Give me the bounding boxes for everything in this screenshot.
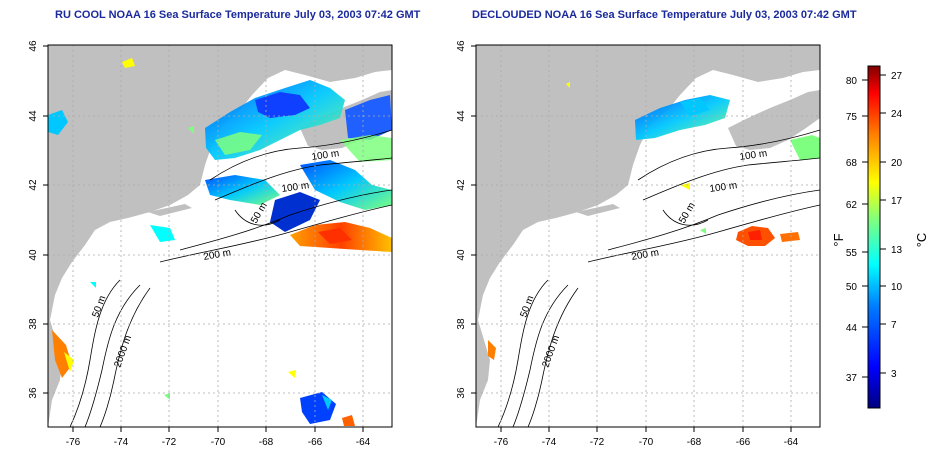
right-long-island <box>576 204 620 216</box>
colorbar-c-tick: 13 <box>891 245 903 256</box>
colorbar-ticks <box>862 74 886 378</box>
right-x-tick-label: -66 <box>736 437 751 448</box>
left-contour-label: 200 m <box>203 247 232 263</box>
left-frame <box>47 44 393 428</box>
colorbar-c-tick: 17 <box>891 196 903 207</box>
left-map: 100 m 100 m 50 m 200 m 50 m 2000 m -76 -… <box>28 40 393 448</box>
right-x-tick-label: -64 <box>784 437 799 448</box>
right-nova-scotia <box>728 90 820 150</box>
right-contours <box>497 129 820 427</box>
right-contour-label: 100 m <box>709 180 738 195</box>
colorbar-f-tick: 80 <box>846 76 858 87</box>
left-sst-patches <box>48 58 392 426</box>
colorbar-f-tick: 37 <box>846 373 858 384</box>
left-x-tick-label: -72 <box>162 437 177 448</box>
left-long-island <box>148 204 192 216</box>
left-x-tick-label: -68 <box>259 437 274 448</box>
colorbar-celsius-label: °C <box>914 233 929 248</box>
colorbar-f-tick: 62 <box>846 200 858 211</box>
left-contour-label: 100 m <box>311 148 340 163</box>
right-land <box>476 45 820 427</box>
colorbar-gradient <box>867 65 881 409</box>
colorbar-c-tick: 7 <box>891 320 897 331</box>
colorbar-c-tick: 24 <box>891 109 903 120</box>
right-y-tick-label: 44 <box>456 110 467 122</box>
left-y-tick-label: 36 <box>28 387 39 399</box>
left-land <box>48 45 392 427</box>
left-y-tick-label: 46 <box>28 40 39 52</box>
left-map-title: RU COOL NOAA 16 Sea Surface Temperature … <box>55 9 421 21</box>
left-x-tick-label: -74 <box>114 437 129 448</box>
left-x-tick-label: -64 <box>356 437 371 448</box>
right-y-tick-label: 36 <box>456 387 467 399</box>
right-map: 100 m 100 m 50 m 200 m 50 m 2000 m -76 -… <box>456 40 821 448</box>
left-tick-marks <box>43 45 364 432</box>
left-x-tick-label: -66 <box>308 437 323 448</box>
right-x-tick-label: -70 <box>639 437 654 448</box>
right-y-tick-label: 46 <box>456 40 467 52</box>
colorbar-f-tick: 68 <box>846 158 858 169</box>
right-map-title: DECLOUDED NOAA 16 Sea Surface Temperatur… <box>472 9 857 21</box>
right-x-tick-label: -68 <box>687 437 702 448</box>
right-contour-label: 100 m <box>739 148 768 163</box>
right-y-tick-label: 38 <box>456 318 467 330</box>
right-grid <box>476 45 820 427</box>
right-tick-marks <box>471 45 792 432</box>
right-x-tick-label: -72 <box>590 437 605 448</box>
colorbar: 80 75 68 62 55 50 44 37 27 24 20 17 13 1… <box>831 65 929 409</box>
right-sst-patches <box>488 82 820 360</box>
left-y-tick-label: 42 <box>28 179 39 191</box>
right-y-tick-label: 42 <box>456 179 467 191</box>
right-frame <box>475 44 821 428</box>
colorbar-c-tick: 10 <box>891 282 903 293</box>
left-y-tick-label: 38 <box>28 318 39 330</box>
left-x-tick-label: -70 <box>211 437 226 448</box>
colorbar-f-tick: 55 <box>846 248 858 259</box>
colorbar-f-tick: 50 <box>846 282 858 293</box>
right-y-tick-label: 40 <box>456 249 467 261</box>
colorbar-f-tick: 44 <box>846 323 858 334</box>
left-y-tick-label: 40 <box>28 249 39 261</box>
colorbar-c-tick: 20 <box>891 158 903 169</box>
left-x-tick-label: -76 <box>66 437 81 448</box>
right-x-tick-label: -76 <box>494 437 509 448</box>
colorbar-c-tick: 3 <box>891 369 897 380</box>
colorbar-c-tick: 27 <box>891 71 903 82</box>
colorbar-f-tick: 75 <box>846 112 858 123</box>
left-contour-label: 100 m <box>281 180 310 195</box>
left-grid <box>48 45 392 427</box>
left-y-tick-label: 44 <box>28 110 39 122</box>
colorbar-fahrenheit-label: °F <box>831 233 846 246</box>
right-x-tick-label: -74 <box>542 437 557 448</box>
right-contour-label: 200 m <box>631 247 660 263</box>
left-contours <box>69 129 392 427</box>
